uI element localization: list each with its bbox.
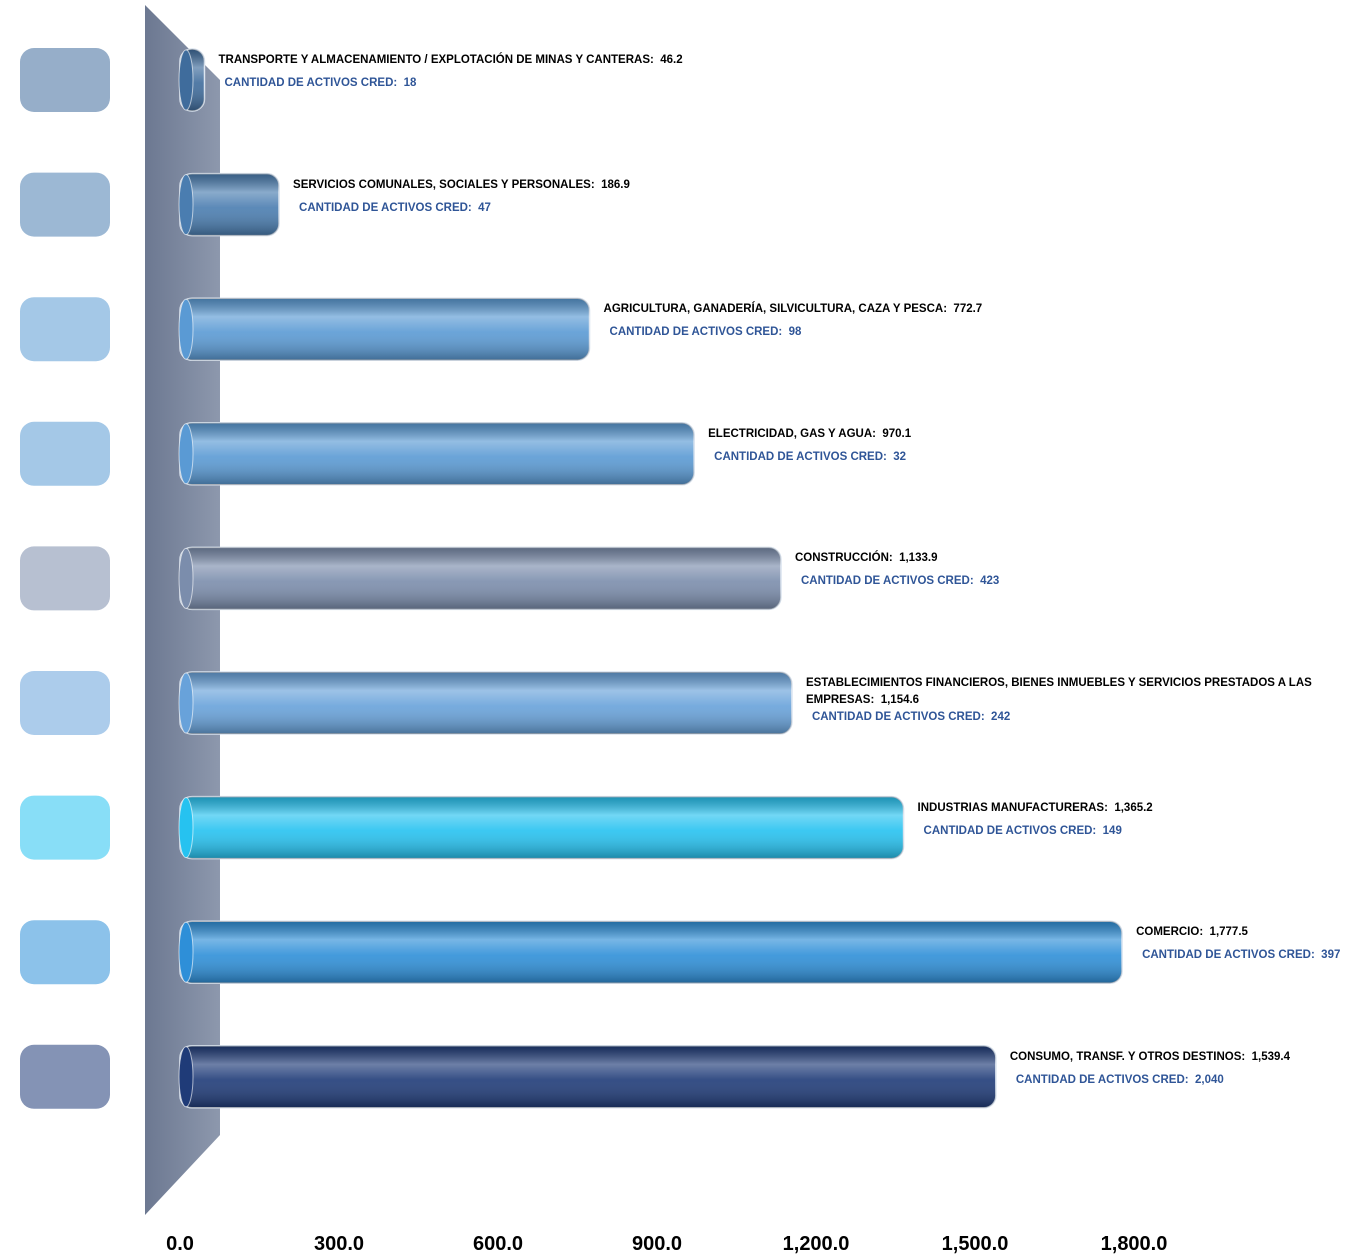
value-label: 1,777.5 bbox=[1209, 926, 1248, 939]
x-tick-label: 900.0 bbox=[631, 1233, 683, 1255]
category-label: INDUSTRIAS MANUFACTURERAS: bbox=[917, 801, 1108, 814]
count-label: CANTIDAD DE ACTIVOS CRED: 32 bbox=[714, 451, 906, 463]
count-value: 242 bbox=[991, 711, 1011, 723]
value-label: 772.7 bbox=[953, 303, 983, 316]
bar-cap bbox=[178, 423, 194, 485]
bar-label: AGRICULTURA, GANADERÍA, SILVICULTURA, CA… bbox=[604, 301, 983, 318]
count-label: CANTIDAD DE ACTIVOS CRED: 47 bbox=[299, 202, 491, 214]
sector-icon bbox=[20, 920, 110, 985]
x-tick-label: 1,200.0 bbox=[782, 1233, 850, 1255]
bar-label: INDUSTRIAS MANUFACTURERAS: 1,365.2 bbox=[918, 800, 1153, 817]
value-label: 1,133.9 bbox=[899, 552, 938, 565]
category-label: TRANSPORTE Y ALMACENAMIENTO / EXPLOTACIÓ… bbox=[218, 54, 654, 66]
count-caption: CANTIDAD DE ACTIVOS CRED: bbox=[299, 201, 472, 214]
bar-cap bbox=[178, 797, 194, 859]
sector-icon bbox=[20, 172, 110, 237]
x-tick-label: 0.0 bbox=[166, 1233, 194, 1255]
category-label: CONSUMO, TRANSF. Y OTROS DESTINOS: bbox=[1009, 1050, 1246, 1063]
count-caption: CANTIDAD DE ACTIVOS CRED: bbox=[714, 450, 887, 463]
value-label: 186.9 bbox=[601, 178, 630, 191]
x-tick-label: 600.0 bbox=[472, 1233, 524, 1255]
category-label: COMERCIO: bbox=[1136, 926, 1204, 939]
x-tick-label: 1,500.0 bbox=[941, 1233, 1009, 1255]
bar-cap bbox=[178, 298, 194, 360]
bar-label: ELECTRICIDAD, GAS Y AGUA: 970.1 bbox=[708, 426, 911, 443]
sector-icon bbox=[20, 1044, 110, 1109]
sector-icon bbox=[20, 795, 110, 860]
category-label: ELECTRICIDAD, GAS Y AGUA: bbox=[708, 427, 876, 440]
count-caption: CANTIDAD DE ACTIVOS CRED: bbox=[1015, 1073, 1189, 1086]
count-label: CANTIDAD DE ACTIVOS CRED: 98 bbox=[610, 326, 802, 338]
bar-label: ESTABLECIMIENTOS FINANCIEROS, BIENES INM… bbox=[806, 675, 1345, 709]
count-value: 32 bbox=[893, 450, 907, 463]
bar-shine bbox=[180, 921, 1123, 984]
bar-shine bbox=[180, 547, 781, 610]
sector-icon bbox=[20, 297, 110, 362]
count-value: 18 bbox=[403, 77, 417, 89]
category-label: ESTABLECIMIENTOS FINANCIEROS, BIENES INM… bbox=[805, 677, 1312, 706]
bar-label: SERVICIOS COMUNALES, SOCIALES Y PERSONAL… bbox=[293, 177, 630, 194]
bar-cap bbox=[178, 547, 194, 609]
bar-cap bbox=[178, 49, 194, 111]
count-value: 397 bbox=[1321, 949, 1341, 962]
count-caption: CANTIDAD DE ACTIVOS CRED: bbox=[811, 711, 985, 723]
sector-icon bbox=[20, 421, 110, 486]
bar-label: COMERCIO: 1,777.5 bbox=[1136, 924, 1248, 941]
count-value: 2,040 bbox=[1194, 1073, 1224, 1086]
count-value: 423 bbox=[980, 575, 1000, 588]
bar-label: CONSUMO, TRANSF. Y OTROS DESTINOS: 1,539… bbox=[1010, 1049, 1290, 1066]
count-caption: CANTIDAD DE ACTIVOS CRED: bbox=[1142, 949, 1315, 962]
x-tick-label: 1,800.0 bbox=[1100, 1233, 1168, 1255]
count-caption: CANTIDAD DE ACTIVOS CRED: bbox=[224, 77, 398, 89]
value-label: 1,539.4 bbox=[1251, 1050, 1290, 1063]
count-caption: CANTIDAD DE ACTIVOS CRED: bbox=[923, 824, 1097, 837]
category-label: SERVICIOS COMUNALES, SOCIALES Y PERSONAL… bbox=[293, 178, 595, 191]
count-value: 47 bbox=[478, 201, 491, 214]
bar-shine bbox=[180, 422, 695, 485]
sector-icon bbox=[20, 546, 110, 611]
category-label: AGRICULTURA, GANADERÍA, SILVICULTURA, CA… bbox=[603, 303, 948, 316]
sector-icon bbox=[20, 671, 110, 735]
bar-cap bbox=[178, 174, 194, 236]
count-value: 98 bbox=[788, 326, 802, 339]
value-label: 46.2 bbox=[660, 54, 683, 66]
count-label: CANTIDAD DE ACTIVOS CRED: 18 bbox=[224, 77, 416, 89]
bar-cap bbox=[178, 672, 194, 734]
count-caption: CANTIDAD DE ACTIVOS CRED: bbox=[609, 326, 783, 339]
bar-label: CONSTRUCCIÓN: 1,133.9 bbox=[795, 550, 938, 567]
category-label: CONSTRUCCIÓN: bbox=[794, 552, 893, 565]
bar-shine bbox=[180, 298, 590, 361]
count-label: CANTIDAD DE ACTIVOS CRED: 2,040 bbox=[1016, 1074, 1224, 1086]
bar-shine bbox=[180, 796, 904, 859]
count-label: CANTIDAD DE ACTIVOS CRED: 242 bbox=[812, 711, 1010, 723]
count-caption: CANTIDAD DE ACTIVOS CRED: bbox=[800, 575, 974, 588]
bar-cap bbox=[178, 921, 194, 983]
count-label: CANTIDAD DE ACTIVOS CRED: 423 bbox=[801, 575, 999, 587]
count-value: 149 bbox=[1102, 824, 1122, 837]
bar-shine bbox=[180, 173, 280, 236]
bar-cap bbox=[178, 1046, 194, 1108]
bar-shine bbox=[180, 672, 792, 734]
sector-icon bbox=[20, 48, 110, 112]
value-label: 1,154.6 bbox=[880, 694, 920, 706]
x-tick-label: 300.0 bbox=[313, 1233, 365, 1255]
value-label: 1,365.2 bbox=[1114, 801, 1153, 814]
count-label: CANTIDAD DE ACTIVOS CRED: 397 bbox=[1142, 949, 1340, 961]
bar-label: TRANSPORTE Y ALMACENAMIENTO / EXPLOTACIÓ… bbox=[218, 52, 682, 69]
value-label: 970.1 bbox=[882, 427, 912, 440]
count-label: CANTIDAD DE ACTIVOS CRED: 149 bbox=[924, 825, 1122, 837]
bar-shine bbox=[180, 1045, 996, 1108]
